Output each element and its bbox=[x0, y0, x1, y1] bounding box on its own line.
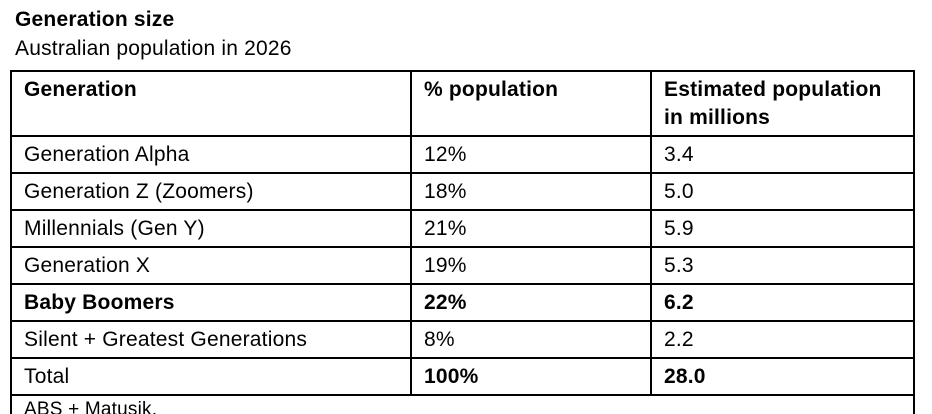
cell-generation: Generation Alpha bbox=[10, 135, 412, 175]
table-row-generation-x: Generation X 19% 5.3 bbox=[10, 246, 915, 286]
table-row-total: Total 100% 28.0 bbox=[10, 357, 915, 397]
column-header-pct-population: % population bbox=[410, 69, 652, 138]
page-subtitle: Australian population in 2026 bbox=[15, 37, 292, 61]
cell-generation: Baby Boomers bbox=[10, 283, 412, 323]
estimated-population-line1: Estimated population bbox=[664, 77, 882, 101]
page-title: Generation size bbox=[15, 8, 175, 31]
table-row-silent-greatest: Silent + Greatest Generations 8% 2.2 bbox=[10, 320, 915, 360]
cell-generation: Millennials (Gen Y) bbox=[10, 209, 412, 249]
cell-pct: 21% bbox=[410, 209, 652, 249]
cell-total-pct: 100% bbox=[410, 357, 652, 397]
table-row-millennials: Millennials (Gen Y) 21% 5.9 bbox=[10, 209, 915, 249]
cell-generation: Generation X bbox=[10, 246, 412, 286]
cell-millions: 5.9 bbox=[650, 209, 915, 249]
cell-pct: 8% bbox=[410, 320, 652, 360]
table-row-baby-boomers: Baby Boomers 22% 6.2 bbox=[10, 283, 915, 323]
cell-millions: 2.2 bbox=[650, 320, 915, 360]
column-header-estimated-population: Estimated population in millions bbox=[650, 69, 915, 138]
cell-total-label: Total bbox=[10, 357, 412, 397]
estimated-population-line2: in millions bbox=[664, 105, 771, 129]
table-row-generation-alpha: Generation Alpha 12% 3.4 bbox=[10, 135, 915, 175]
cell-generation: Silent + Greatest Generations bbox=[10, 320, 412, 360]
cell-millions: 6.2 bbox=[650, 283, 915, 323]
table-row-generation-z: Generation Z (Zoomers) 18% 5.0 bbox=[10, 172, 915, 212]
cell-pct: 12% bbox=[410, 135, 652, 175]
cell-millions: 3.4 bbox=[650, 135, 915, 175]
table-row-source: ABS + Matusik. bbox=[10, 394, 915, 414]
cell-pct: 22% bbox=[410, 283, 652, 323]
cell-pct: 18% bbox=[410, 172, 652, 212]
generation-table: Generation % population Estimated popula… bbox=[10, 69, 915, 414]
source-attribution: ABS + Matusik. bbox=[10, 394, 915, 414]
cell-millions: 5.0 bbox=[650, 172, 915, 212]
cell-millions: 5.3 bbox=[650, 246, 915, 286]
cell-total-millions: 28.0 bbox=[650, 357, 915, 397]
header-row: Generation % population Estimated popula… bbox=[10, 69, 915, 138]
cell-generation: Generation Z (Zoomers) bbox=[10, 172, 412, 212]
column-header-generation: Generation bbox=[10, 69, 412, 138]
cell-pct: 19% bbox=[410, 246, 652, 286]
